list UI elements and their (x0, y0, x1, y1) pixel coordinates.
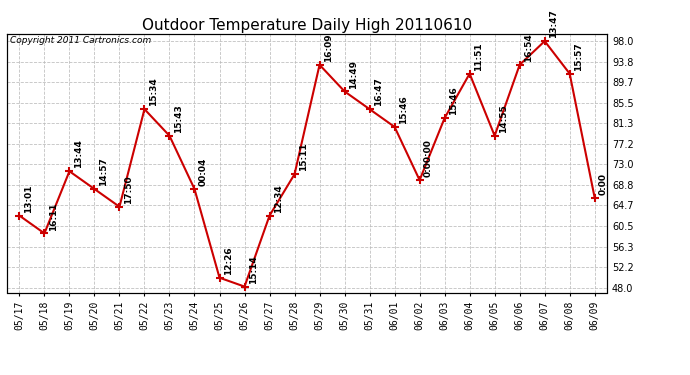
Text: 16:11: 16:11 (48, 202, 57, 231)
Text: 15:14: 15:14 (248, 255, 257, 284)
Text: 14:49: 14:49 (348, 60, 357, 88)
Text: 15:57: 15:57 (574, 42, 583, 71)
Text: 12:26: 12:26 (224, 246, 233, 275)
Text: 15:34: 15:34 (148, 78, 157, 106)
Text: 13:44: 13:44 (74, 140, 83, 168)
Text: Copyright 2011 Cartronics.com: Copyright 2011 Cartronics.com (10, 36, 151, 45)
Text: 12:34: 12:34 (274, 184, 283, 213)
Text: 00:04: 00:04 (199, 158, 208, 186)
Text: 14:57: 14:57 (99, 158, 108, 186)
Text: 13:47: 13:47 (549, 9, 558, 38)
Text: 16:09: 16:09 (324, 33, 333, 62)
Text: 14:55: 14:55 (499, 104, 508, 133)
Text: 17:50: 17:50 (124, 176, 132, 204)
Text: 15:43: 15:43 (174, 104, 183, 133)
Text: 11:51: 11:51 (474, 42, 483, 71)
Text: 0:00: 0:00 (599, 173, 608, 195)
Text: 15:46: 15:46 (399, 95, 408, 124)
Text: 13:01: 13:01 (23, 184, 32, 213)
Text: 15:46: 15:46 (448, 87, 457, 115)
Text: 0:00:00: 0:00:00 (424, 140, 433, 177)
Text: 16:54: 16:54 (524, 33, 533, 62)
Text: 16:47: 16:47 (374, 78, 383, 106)
Title: Outdoor Temperature Daily High 20110610: Outdoor Temperature Daily High 20110610 (142, 18, 472, 33)
Text: 15:11: 15:11 (299, 143, 308, 171)
